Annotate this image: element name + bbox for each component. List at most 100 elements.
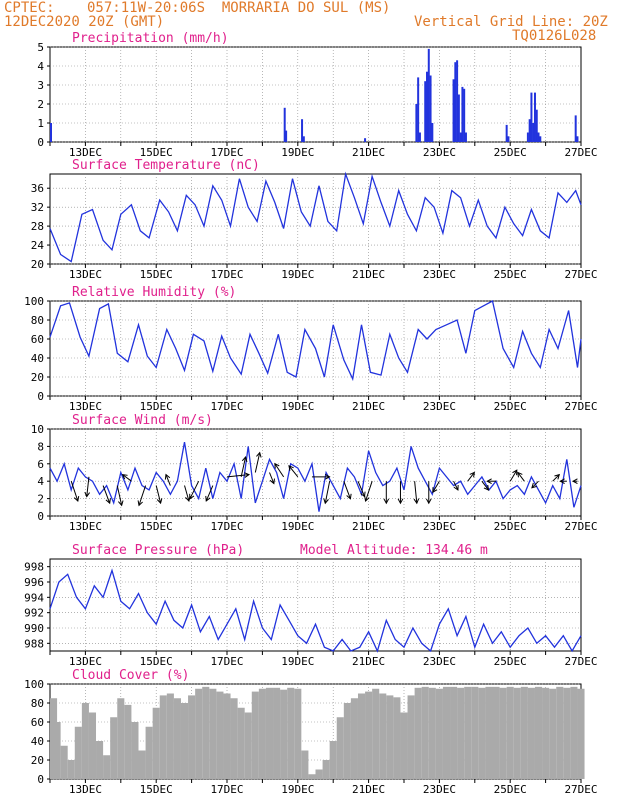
cloud-bar bbox=[570, 686, 578, 779]
precip-bar bbox=[454, 62, 457, 143]
y-tick-label: 100 bbox=[24, 678, 44, 691]
cloud-bar bbox=[492, 686, 500, 779]
wind-arrow-head bbox=[105, 498, 111, 505]
x-tick-label: 19DEC bbox=[281, 268, 314, 281]
wind-arrow-head bbox=[383, 498, 390, 505]
wind-arrow-head bbox=[453, 484, 459, 491]
cloud-bar bbox=[471, 686, 479, 779]
cloud-bar bbox=[88, 712, 97, 779]
x-tick-label: 27DEC bbox=[564, 655, 597, 668]
y-tick-label: 20 bbox=[31, 754, 44, 767]
y-tick-label: 2 bbox=[37, 493, 44, 506]
wind-arrow bbox=[481, 480, 489, 491]
x-tick-label: 25DEC bbox=[494, 400, 527, 413]
panel-frame-4 bbox=[49, 558, 582, 652]
wind-arrow-head bbox=[164, 473, 171, 480]
cloud-bar bbox=[195, 688, 203, 779]
y-tick-label: 20 bbox=[31, 258, 44, 271]
cloud-bar bbox=[53, 722, 61, 779]
cloud-bar bbox=[152, 707, 160, 779]
cloud-bar bbox=[336, 717, 344, 779]
y-tick-label: 60 bbox=[31, 333, 44, 346]
cloud-bar bbox=[542, 687, 550, 779]
wind-arrow-head bbox=[241, 456, 248, 462]
x-tick-label: 19DEC bbox=[281, 783, 314, 796]
wind-arrow-head bbox=[559, 478, 565, 485]
x-tick-label: 13DEC bbox=[69, 400, 102, 413]
cloud-bar bbox=[294, 688, 302, 779]
y-tick-label: 994 bbox=[24, 591, 44, 604]
cloud-bar bbox=[577, 688, 585, 779]
wind-arrow-head bbox=[244, 472, 251, 478]
cloud-bar bbox=[563, 687, 571, 779]
series-line-4 bbox=[49, 568, 582, 653]
cloud-bar bbox=[81, 703, 89, 779]
x-tick-label: 23DEC bbox=[423, 655, 456, 668]
x-tick-label: 21DEC bbox=[352, 520, 385, 533]
wind-arrow bbox=[288, 465, 299, 478]
x-tick-label: 19DEC bbox=[281, 146, 314, 159]
x-tick-label: 13DEC bbox=[69, 268, 102, 281]
precip-bar bbox=[417, 77, 420, 142]
y-tick-label: 0 bbox=[37, 390, 44, 403]
panel-frame-0 bbox=[49, 46, 582, 143]
wind-arrow bbox=[509, 469, 518, 482]
wind-arrow-head bbox=[323, 498, 329, 505]
cloud-bar bbox=[258, 688, 266, 779]
cloud-bar bbox=[386, 695, 394, 779]
wind-arrow-head bbox=[256, 451, 262, 458]
x-tick-label: 15DEC bbox=[140, 520, 173, 533]
series-line-1 bbox=[49, 171, 582, 263]
wind-arrow-head bbox=[346, 493, 352, 500]
wind-arrow-head bbox=[324, 474, 331, 480]
wind-arrow-head bbox=[486, 478, 492, 485]
wind-arrow-head bbox=[572, 478, 578, 485]
x-tick-label: 15DEC bbox=[140, 655, 173, 668]
panel-frame-2 bbox=[49, 300, 582, 397]
precip-bar bbox=[283, 107, 286, 142]
header-model: TQ0126L028 bbox=[512, 28, 597, 44]
header-run: 12DEC2020 20Z (GMT) bbox=[4, 14, 165, 30]
x-tick-label: 27DEC bbox=[564, 400, 597, 413]
cloud-bar bbox=[60, 745, 68, 779]
precip-bar bbox=[418, 132, 421, 142]
cloud-bar bbox=[407, 695, 415, 779]
precip-bar bbox=[364, 138, 367, 142]
cloud-bar bbox=[273, 687, 281, 779]
wind-arrow bbox=[184, 485, 190, 502]
y-tick-label: 4 bbox=[37, 475, 44, 488]
y-tick-label: 80 bbox=[31, 314, 44, 327]
cloud-bar bbox=[350, 698, 358, 779]
wind-arrow bbox=[240, 456, 247, 477]
precip-bar bbox=[505, 124, 508, 142]
cloud-bar bbox=[216, 691, 224, 779]
header-org: CPTEC: bbox=[4, 0, 55, 16]
cloud-bar bbox=[322, 760, 330, 779]
y-tick-label: 0 bbox=[37, 510, 44, 523]
y-tick-label: 20 bbox=[31, 371, 44, 384]
precip-bar bbox=[532, 123, 535, 142]
cloud-bar bbox=[457, 687, 465, 779]
wind-arrow-head bbox=[397, 498, 404, 505]
wind-arrow bbox=[552, 474, 560, 482]
wind-arrow-head bbox=[512, 469, 518, 476]
cloud-bar bbox=[527, 687, 535, 779]
cloud-bar bbox=[173, 698, 181, 779]
panel-title-5: Cloud Cover (%) bbox=[72, 668, 189, 683]
cloud-bar bbox=[357, 693, 366, 779]
precip-bar bbox=[456, 60, 459, 142]
y-tick-label: 0 bbox=[37, 136, 44, 149]
wind-arrow-head bbox=[274, 462, 280, 469]
wind-arrow bbox=[414, 481, 418, 504]
x-tick-label: 21DEC bbox=[352, 146, 385, 159]
wind-arrow bbox=[274, 463, 285, 478]
cloud-bar bbox=[96, 741, 104, 779]
cloud-bar bbox=[372, 688, 380, 779]
precip-bar bbox=[535, 109, 538, 142]
y-tick-label: 990 bbox=[24, 622, 44, 635]
x-tick-label: 19DEC bbox=[281, 520, 314, 533]
wind-arrow bbox=[254, 452, 261, 473]
y-tick-label: 0 bbox=[37, 773, 44, 786]
x-tick-label: 25DEC bbox=[494, 146, 527, 159]
cloud-bar bbox=[301, 750, 309, 779]
